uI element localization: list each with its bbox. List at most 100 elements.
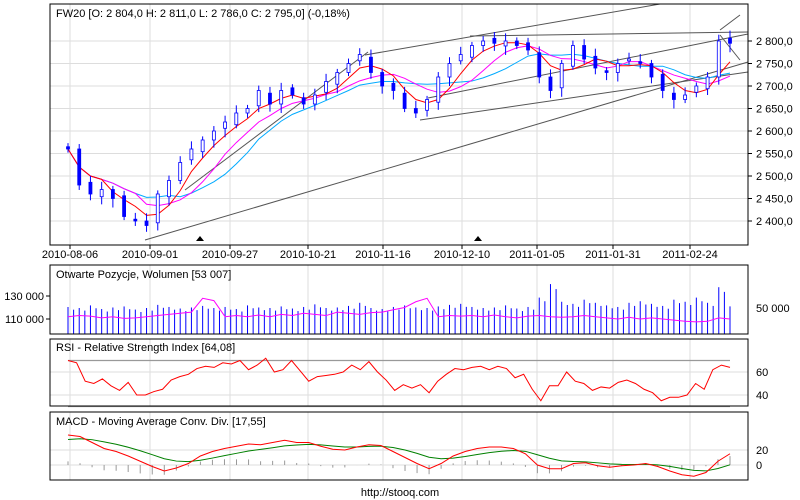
candle-body bbox=[436, 76, 441, 103]
macd-panel-title: MACD - Moving Average Conv. Div. [17,55] bbox=[56, 416, 266, 428]
x-tick-label: 2011-01-05 bbox=[509, 249, 564, 261]
candle-body bbox=[122, 195, 127, 217]
panel-bg-0 bbox=[50, 4, 748, 245]
x-tick-label: 2010-11-16 bbox=[355, 249, 410, 261]
candle-body bbox=[694, 85, 699, 93]
candle-body bbox=[537, 52, 542, 78]
candle-body bbox=[683, 94, 688, 100]
price-y-tick-label: 2 750,0 bbox=[756, 59, 793, 71]
candle-body bbox=[77, 148, 82, 186]
volume-panel-title: Otwarte Pozycje, Wolumen [53 007] bbox=[56, 269, 231, 281]
candle-body bbox=[88, 181, 93, 195]
price-y-tick-label: 2 600,0 bbox=[756, 126, 793, 138]
trend-line bbox=[144, 61, 749, 241]
candle-body bbox=[481, 40, 486, 46]
candle-body bbox=[526, 42, 530, 51]
x-tick-label: 2010-09-01 bbox=[122, 249, 178, 261]
panel-border-2 bbox=[49, 338, 749, 407]
candle-body bbox=[593, 55, 598, 69]
candle-body bbox=[660, 73, 665, 91]
candle-body bbox=[559, 63, 564, 89]
candle-body bbox=[716, 40, 721, 78]
price-y-tick-label: 2 650,0 bbox=[756, 104, 793, 116]
candle-body bbox=[99, 189, 104, 198]
x-tick-label: 2011-01-31 bbox=[585, 249, 640, 261]
candle-body bbox=[335, 72, 340, 85]
price-y-tick-label: 2 400,0 bbox=[756, 216, 793, 228]
rsi-y-tick-label: 60 bbox=[756, 367, 768, 379]
candle-body bbox=[200, 139, 205, 153]
candle-body bbox=[312, 94, 317, 105]
x-tick-label: 2010-09-27 bbox=[202, 249, 258, 261]
candle-body bbox=[503, 40, 508, 47]
macd-line bbox=[67, 434, 731, 477]
x-tick-label: 2010-12-10 bbox=[434, 249, 490, 261]
candle-body bbox=[380, 72, 385, 87]
footer-link[interactable]: http://stooq.com bbox=[361, 487, 439, 499]
rsi-line bbox=[67, 357, 731, 402]
candle-body bbox=[256, 90, 261, 107]
candle-body bbox=[514, 40, 519, 46]
candle-body bbox=[638, 61, 643, 64]
candle-body bbox=[357, 54, 362, 62]
candle-body bbox=[279, 90, 284, 105]
candle-body bbox=[705, 76, 710, 90]
candle-body bbox=[458, 54, 463, 62]
candle-body bbox=[548, 76, 553, 91]
price-y-tick-label: 2 450,0 bbox=[756, 194, 793, 206]
candle-body bbox=[391, 82, 396, 91]
candle-body bbox=[413, 108, 418, 114]
price-y-tick-label: 2 700,0 bbox=[756, 81, 793, 93]
candle-body bbox=[470, 45, 474, 58]
macd-y-tick-label: 20 bbox=[756, 445, 768, 457]
trend-line bbox=[719, 14, 741, 31]
x-tick-label: 2010-08-06 bbox=[42, 249, 98, 261]
panel-border-0 bbox=[49, 3, 749, 246]
candle-body bbox=[346, 63, 351, 73]
candle-body bbox=[425, 99, 429, 111]
candle-body bbox=[604, 70, 609, 73]
open-interest-line bbox=[67, 297, 731, 323]
candle-body bbox=[571, 45, 575, 67]
candle-body bbox=[66, 146, 70, 150]
candle-body bbox=[110, 189, 115, 199]
candle-body bbox=[211, 130, 216, 141]
candle-body bbox=[369, 56, 373, 73]
price-y-tick-label: 2 550,0 bbox=[756, 149, 793, 161]
x-tick-label: 2011-02-24 bbox=[662, 249, 717, 261]
candle-body bbox=[155, 193, 160, 224]
candle-body bbox=[290, 87, 295, 96]
price-panel-title: FW20 [O: 2 804,0 H: 2 811,0 L: 2 786,0 C… bbox=[56, 8, 350, 20]
trend-line bbox=[364, 3, 661, 56]
macd-signal-line bbox=[67, 438, 731, 472]
candle-body bbox=[245, 108, 250, 114]
oi-y-tick-label: 130 000 bbox=[4, 291, 44, 303]
panel-border-1 bbox=[49, 264, 749, 335]
trend-line bbox=[469, 31, 749, 37]
candle-body bbox=[144, 220, 149, 226]
candle-body bbox=[133, 218, 138, 222]
candle-body bbox=[223, 121, 227, 129]
trend-line bbox=[419, 71, 749, 121]
candle-body bbox=[671, 92, 676, 100]
candle-body bbox=[301, 97, 306, 105]
candle-body bbox=[268, 92, 272, 105]
candle-body bbox=[324, 81, 328, 93]
volume-y-tick-label: 50 000 bbox=[756, 303, 790, 315]
rsi-y-tick-label: 40 bbox=[756, 390, 768, 402]
candle-body bbox=[234, 112, 239, 126]
candle-body bbox=[167, 180, 171, 198]
candle-body bbox=[649, 63, 654, 78]
oi-y-tick-label: 110 000 bbox=[5, 314, 44, 326]
x-tick-label: 2010-10-21 bbox=[280, 249, 336, 261]
candle-body bbox=[402, 92, 407, 109]
marker-triangle bbox=[196, 236, 204, 241]
macd-y-tick-label: 0 bbox=[756, 460, 762, 472]
panel-bg-3 bbox=[50, 412, 748, 480]
rsi-panel-title: RSI - Relative Strength Index [64,08] bbox=[56, 342, 235, 354]
marker-triangle bbox=[474, 236, 482, 241]
candle-body bbox=[627, 58, 631, 62]
panel-border-3 bbox=[49, 411, 749, 481]
